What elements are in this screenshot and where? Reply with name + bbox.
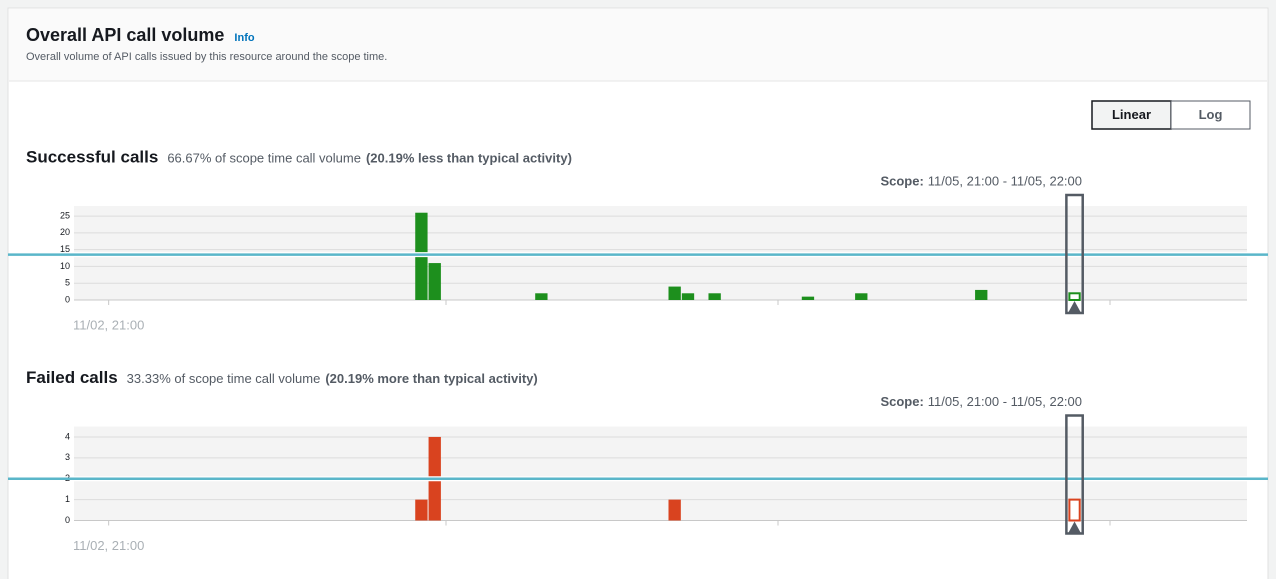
bar [681, 293, 695, 300]
y-tick-label: 20 [60, 227, 70, 237]
toggle-button[interactable] [1170, 100, 1251, 130]
chart-subtitle: 33.33% of scope time call volume [127, 371, 321, 386]
panel-description: Overall volume of API calls issued by th… [26, 51, 387, 63]
bar [708, 293, 721, 300]
y-tick-label: 3 [65, 452, 70, 462]
x-tick-label: 11/02, 21:00 [73, 317, 144, 332]
y-tick-label: 0 [65, 515, 70, 525]
y-tick-label: 25 [60, 210, 70, 220]
chart-annotation: (20.19% more than typical activity) [325, 371, 537, 386]
chart-title: Failed calls [26, 368, 118, 387]
chart-annotation: (20.19% less than typical activity) [366, 150, 572, 165]
chart-subtitle: 66.67% of scope time call volume [167, 150, 361, 165]
card-header [9, 9, 1267, 81]
x-tick-label: 11/02, 21:00 [73, 538, 144, 553]
toggle-label[interactable]: Log [1199, 107, 1223, 122]
scope-bar [1068, 292, 1081, 301]
plot-area [74, 426, 1247, 521]
panel-title: Overall API call volume [26, 25, 224, 45]
bar [855, 293, 868, 300]
scale-toggle: Linear Log [1091, 100, 1251, 130]
scope-marker [1065, 414, 1084, 535]
y-tick-label: 1 [65, 494, 70, 504]
scope-arrow [1068, 301, 1081, 312]
y-tick-label: 15 [60, 244, 70, 254]
y-tick-label: 4 [65, 431, 70, 441]
scope-range: 11/05, 21:00 - 11/05, 22:00 [928, 173, 1082, 188]
bar [535, 293, 548, 300]
scope-range: 11/05, 21:00 - 11/05, 22:00 [928, 394, 1082, 409]
y-tick-label: 5 [65, 278, 70, 288]
scope-label: Scope: [880, 173, 923, 188]
scope-bar [1068, 498, 1081, 522]
bar [975, 289, 988, 300]
bar [668, 286, 681, 300]
scope-arrow [1068, 521, 1081, 533]
bar [428, 263, 441, 300]
bar [415, 499, 428, 521]
y-tick-label: 10 [60, 261, 70, 271]
scope-marker [1065, 193, 1084, 315]
info-link[interactable]: Info [234, 32, 254, 44]
bar [668, 499, 681, 521]
chart-title: Successful calls [26, 147, 158, 166]
toggle-label[interactable]: Linear [1112, 107, 1151, 122]
scope-label: Scope: [880, 394, 923, 409]
y-tick-label: 0 [65, 294, 70, 304]
bar [801, 296, 815, 300]
